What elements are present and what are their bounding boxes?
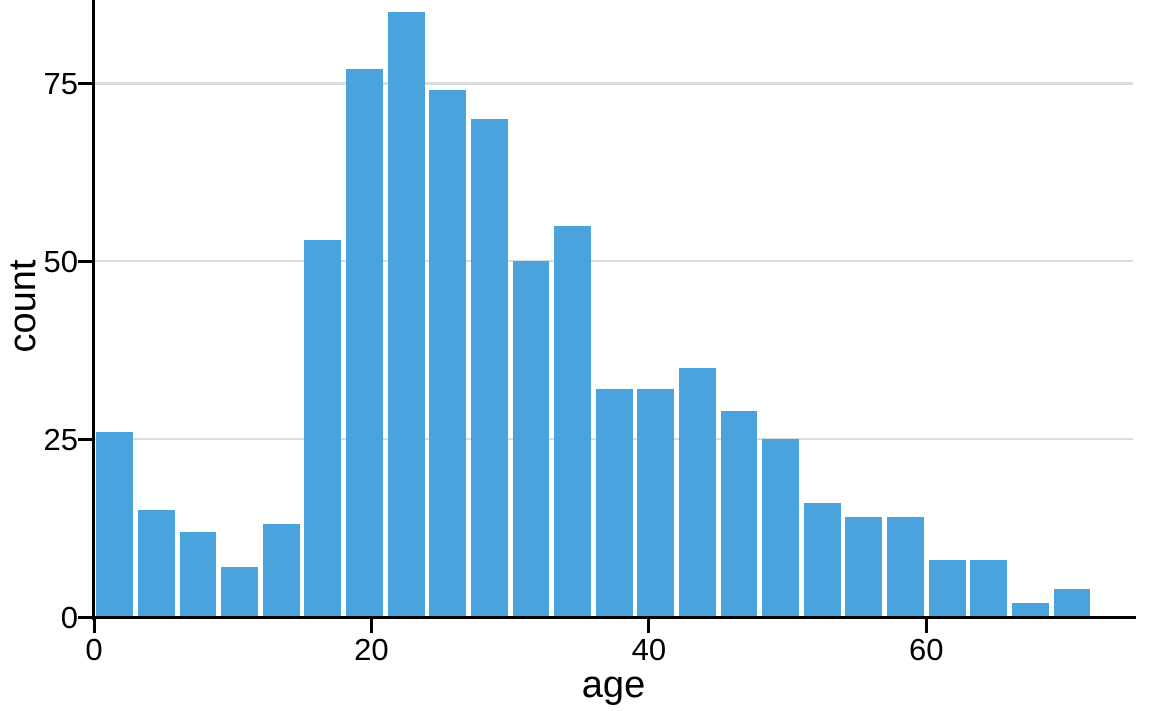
x-tick-label: 40 bbox=[631, 632, 667, 667]
histogram-bar bbox=[803, 503, 841, 617]
histogram-bar bbox=[429, 90, 467, 617]
y-tick-75 bbox=[78, 81, 92, 85]
histogram-bar bbox=[262, 524, 300, 617]
x-tick-20 bbox=[369, 619, 373, 633]
histogram-bar bbox=[138, 510, 175, 617]
gridline-y-50 bbox=[94, 259, 1133, 263]
histogram-bar bbox=[221, 567, 259, 617]
histogram-bar bbox=[1011, 602, 1049, 617]
y-tick-0 bbox=[78, 615, 92, 619]
x-axis-line bbox=[92, 615, 1136, 619]
y-tick-50 bbox=[78, 259, 92, 263]
histogram-bar bbox=[887, 517, 924, 617]
histogram-bar bbox=[512, 261, 550, 617]
histogram-bar bbox=[762, 439, 800, 617]
y-tick-label: 25 bbox=[43, 421, 78, 457]
histogram-bar bbox=[387, 12, 425, 617]
y-tick-label: 0 bbox=[60, 599, 78, 635]
x-tick-label: 0 bbox=[85, 632, 103, 667]
histogram-bar bbox=[96, 431, 134, 617]
y-tick-label: 75 bbox=[43, 65, 78, 101]
y-axis-line bbox=[92, 0, 95, 620]
histogram-bar bbox=[1053, 588, 1091, 617]
x-tick-label: 20 bbox=[354, 632, 389, 667]
x-axis-title: age bbox=[581, 664, 646, 706]
y-axis-title: count bbox=[2, 259, 44, 353]
x-tick-label: 60 bbox=[909, 632, 944, 667]
histogram-bar bbox=[720, 410, 758, 617]
histogram-bar bbox=[304, 239, 342, 617]
histogram-bar bbox=[637, 389, 675, 617]
y-tick-25 bbox=[78, 437, 92, 441]
histogram-bar bbox=[595, 389, 633, 617]
histogram-bar bbox=[554, 225, 591, 617]
x-tick-60 bbox=[924, 619, 928, 633]
histogram-bar bbox=[346, 69, 383, 617]
histogram-bar bbox=[928, 560, 966, 617]
histogram-bar bbox=[179, 531, 217, 617]
histogram-bar bbox=[845, 517, 883, 617]
gridline-y-75 bbox=[94, 82, 1133, 85]
histogram-bar bbox=[970, 560, 1008, 617]
x-tick-40 bbox=[647, 619, 651, 633]
histogram-bar bbox=[470, 118, 508, 617]
x-tick-0 bbox=[92, 619, 96, 633]
histogram-bar bbox=[679, 367, 716, 617]
y-tick-label: 50 bbox=[43, 243, 78, 279]
